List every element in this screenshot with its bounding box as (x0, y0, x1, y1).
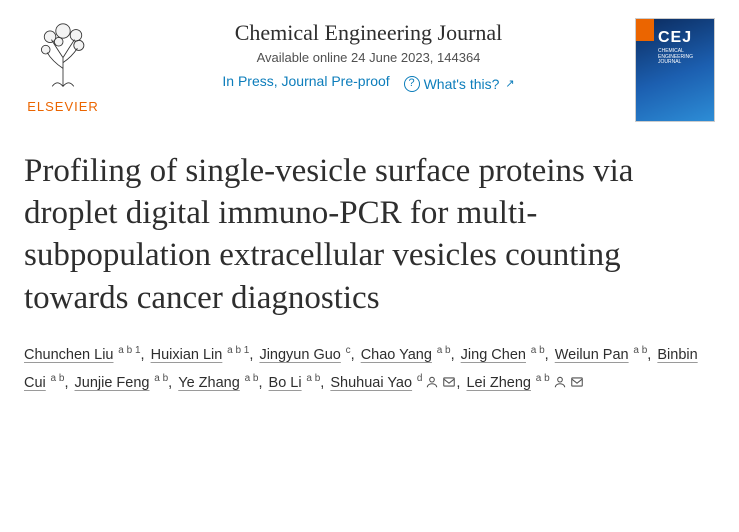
cover-subtitle: CHEMICAL ENGINEERING JOURNAL (658, 49, 714, 66)
author-affiliations: a b (242, 373, 259, 384)
question-icon: ? (404, 76, 420, 92)
envelope-icon[interactable] (442, 375, 456, 389)
author-separator: , (456, 375, 464, 391)
author-affiliations: a b (528, 345, 545, 356)
publisher-wordmark: ELSEVIER (24, 99, 102, 114)
author-affiliations: a b 1 (116, 345, 141, 356)
author-link[interactable]: Shuhuai Yao (330, 375, 412, 391)
author-link[interactable]: Weilun Pan (555, 347, 629, 363)
author-affiliations: a b (434, 345, 451, 356)
author-link[interactable]: Ye Zhang (178, 375, 240, 391)
whats-this-label: What's this? (424, 76, 500, 92)
author-link[interactable]: Jing Chen (461, 347, 526, 363)
author-affiliations: a b (533, 373, 550, 384)
author-separator: , (258, 375, 266, 391)
author-link[interactable]: Chao Yang (361, 347, 432, 363)
author-separator: , (249, 347, 257, 363)
article-title: Profiling of single-vesicle surface prot… (24, 150, 715, 319)
availability-line: Available online 24 June 2023, 144364 (118, 50, 619, 65)
author-link[interactable]: Bo Li (269, 375, 302, 391)
author-affiliations: c (343, 345, 351, 356)
author-separator: , (647, 347, 655, 363)
author-link[interactable]: Junjie Feng (75, 375, 150, 391)
author-separator: , (64, 375, 72, 391)
author-affiliations: a b (48, 373, 65, 384)
author-list: Chunchen Liu a b 1, Huixian Lin a b 1, J… (24, 341, 715, 398)
elsevier-tree-icon (27, 18, 99, 90)
author-affiliations: a b (151, 373, 168, 384)
author-link[interactable]: Chunchen Liu (24, 347, 114, 363)
journal-cover[interactable]: CEJ CHEMICAL ENGINEERING JOURNAL (635, 18, 715, 122)
cover-publisher-tab (636, 19, 654, 41)
author-link[interactable]: Jingyun Guo (259, 347, 340, 363)
person-icon[interactable] (553, 375, 567, 389)
author-affiliations: a b 1 (224, 345, 249, 356)
external-link-icon: ↗ (505, 77, 514, 90)
author-link[interactable]: Huixian Lin (151, 347, 223, 363)
author-affiliations: d (414, 373, 422, 384)
author-separator: , (320, 375, 328, 391)
status-line: In Press, Journal Pre-proof ? What's thi… (118, 73, 619, 92)
article-header: ELSEVIER Chemical Engineering Journal Av… (24, 18, 715, 122)
cover-title: CEJ CHEMICAL ENGINEERING JOURNAL (658, 29, 714, 66)
publisher-logo[interactable]: ELSEVIER (24, 18, 102, 114)
author-separator: , (168, 375, 176, 391)
author-affiliations: a b (304, 373, 321, 384)
cover-abbrev: CEJ (658, 29, 714, 47)
author-separator: , (351, 347, 359, 363)
journal-meta: Chemical Engineering Journal Available o… (118, 18, 619, 92)
journal-name[interactable]: Chemical Engineering Journal (118, 20, 619, 46)
person-icon[interactable] (425, 375, 439, 389)
article-status: In Press, Journal Pre-proof (222, 73, 389, 89)
author-separator: , (545, 347, 553, 363)
author-link[interactable]: Lei Zheng (466, 375, 531, 391)
envelope-icon[interactable] (570, 375, 584, 389)
whats-this-link[interactable]: ? What's this? ↗ (404, 76, 515, 92)
author-separator: , (141, 347, 149, 363)
author-affiliations: a b (631, 345, 648, 356)
author-separator: , (451, 347, 459, 363)
